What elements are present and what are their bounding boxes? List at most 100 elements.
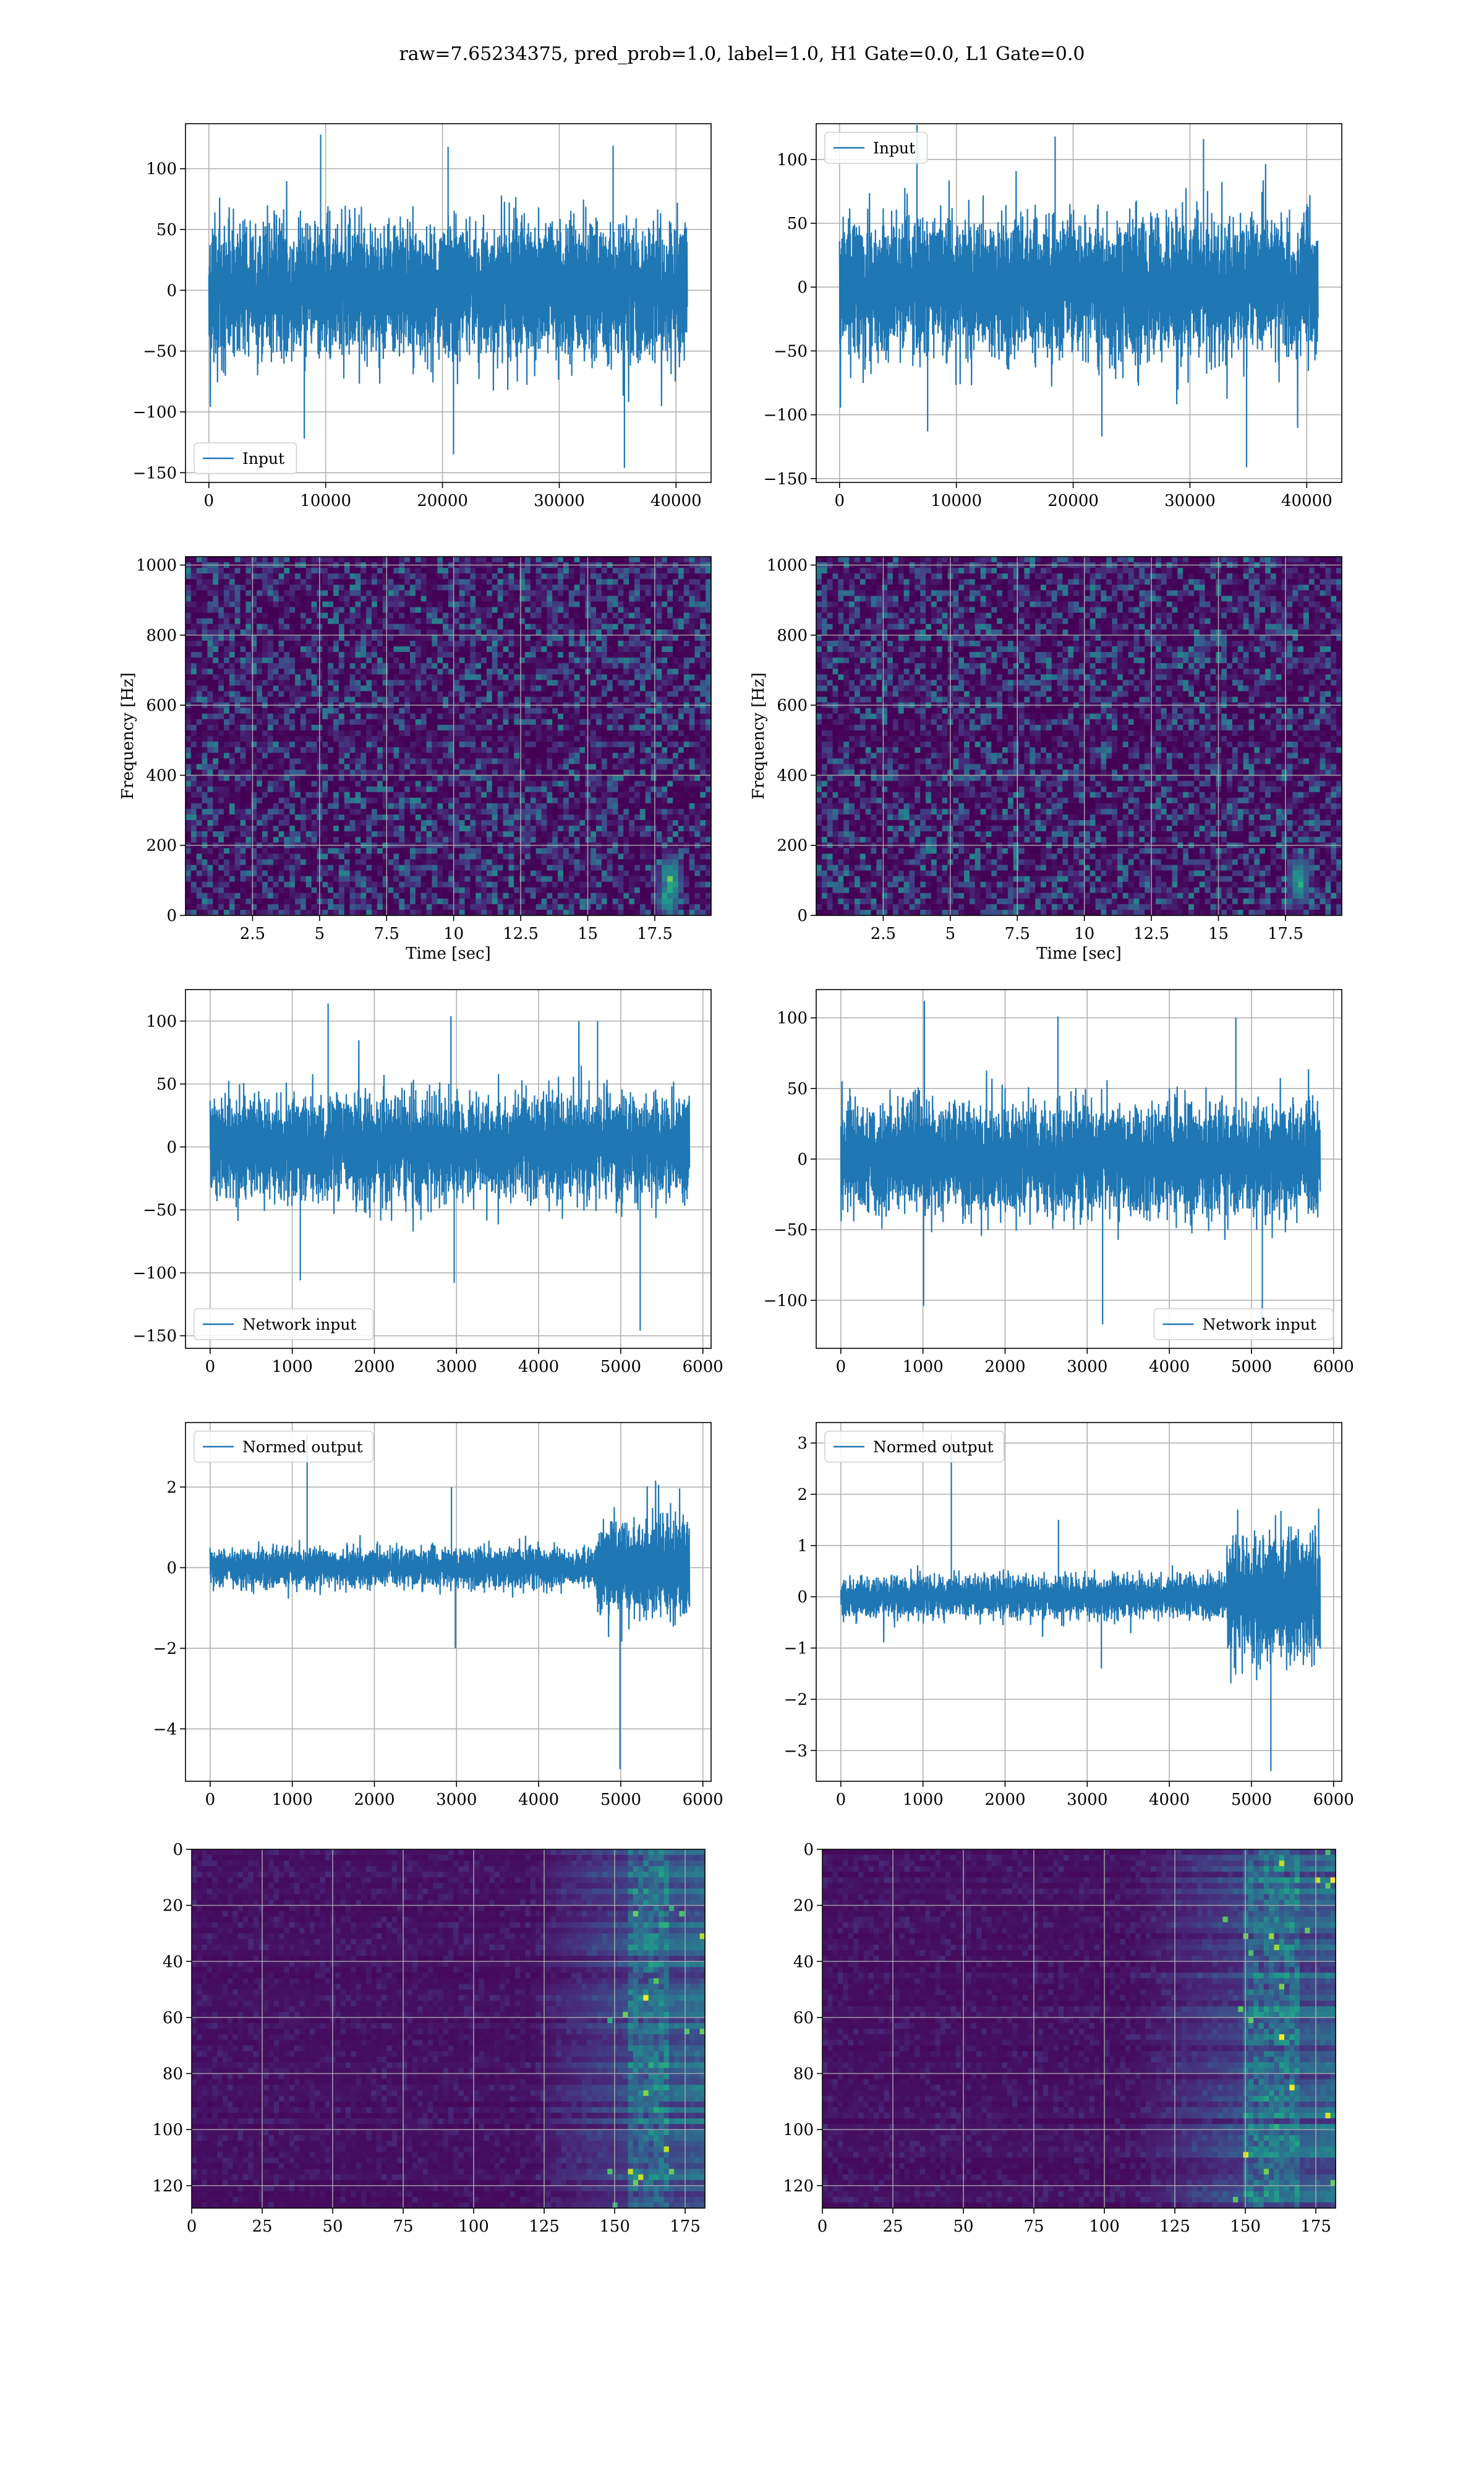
y-tick-label: −100 [764, 406, 808, 425]
heatmap-cell [530, 691, 537, 698]
heatmap-cell [338, 652, 345, 658]
heatmap-cell [591, 904, 597, 910]
heatmap-cell [190, 640, 197, 647]
heatmap-cell [574, 696, 581, 703]
heatmap-cell [552, 618, 558, 625]
heatmap-cell [338, 803, 345, 810]
heatmap-cell [382, 747, 389, 753]
heatmap-cell [344, 786, 351, 793]
heatmap-cell [344, 590, 351, 597]
heatmap-cell [415, 747, 422, 753]
heatmap-cell [344, 623, 351, 630]
heatmap-cell [344, 674, 351, 680]
heatmap-cell [218, 685, 224, 692]
heatmap-cell [207, 870, 213, 877]
heatmap-cell [486, 724, 493, 731]
heatmap-cell [382, 808, 389, 815]
heatmap-cell [322, 898, 328, 905]
heatmap-cell [558, 764, 564, 770]
heatmap-cell [234, 769, 241, 776]
heatmap-cell [563, 764, 569, 770]
heatmap-cell [223, 607, 230, 614]
heatmap-cell [470, 854, 476, 860]
heatmap-cell [388, 685, 394, 692]
heatmap-cell [344, 635, 351, 641]
heatmap-cell [579, 803, 586, 810]
heatmap-cell [514, 601, 520, 608]
heatmap-cell [196, 719, 203, 726]
heatmap-cell [229, 708, 236, 714]
heatmap-cell [300, 680, 307, 687]
heatmap-cell [475, 646, 482, 653]
heatmap-cell [305, 747, 312, 753]
heatmap-cell [475, 736, 482, 742]
heatmap-cell [223, 803, 230, 810]
heatmap-cell [360, 674, 367, 680]
heatmap-cell [202, 596, 208, 602]
heatmap-cell [186, 904, 192, 910]
heatmap-cell [530, 596, 537, 602]
heatmap-cell [535, 826, 542, 832]
heatmap-cell [508, 870, 514, 877]
heatmap-cell [443, 601, 449, 608]
heatmap-cell [404, 708, 411, 714]
heatmap-cell [558, 590, 564, 597]
heatmap-cell [196, 758, 203, 764]
heatmap-cell [563, 797, 569, 804]
heatmap-cell [311, 803, 318, 810]
heatmap-cell [459, 736, 466, 742]
heatmap-cell [470, 596, 476, 602]
heatmap-cell [426, 887, 433, 894]
heatmap-cell [328, 876, 334, 883]
heatmap-cell [475, 579, 482, 585]
heatmap-cell [360, 775, 367, 782]
heatmap-cell [186, 618, 192, 625]
heatmap-cell [190, 854, 197, 860]
heatmap-cell [257, 635, 263, 641]
heatmap-cell [443, 696, 449, 703]
heatmap-cell [202, 775, 208, 782]
heatmap-cell [284, 736, 290, 742]
heatmap-cell [558, 573, 564, 580]
heatmap-cell [393, 831, 399, 837]
heatmap-cell [437, 635, 443, 641]
heatmap-cell [459, 848, 466, 854]
heatmap-cell [229, 652, 236, 658]
heatmap-cell [464, 629, 471, 636]
heatmap-cell [448, 848, 454, 854]
heatmap-cell [443, 618, 449, 625]
heatmap-cell [234, 708, 241, 714]
heatmap-cell [410, 769, 416, 776]
heatmap-cell [328, 786, 334, 793]
heatmap-cell [240, 708, 246, 714]
heatmap-cell [251, 742, 257, 748]
heatmap-cell [475, 753, 482, 759]
heatmap-cell [601, 635, 608, 641]
heatmap-cell [366, 892, 372, 899]
heatmap-cell [596, 708, 602, 714]
heatmap-cell [486, 596, 493, 602]
heatmap-cell [563, 590, 569, 597]
heatmap-cell [202, 854, 208, 860]
heatmap-cell [213, 557, 219, 563]
heatmap-cell [213, 663, 219, 669]
heatmap-cell [186, 730, 192, 737]
heatmap-cell [234, 623, 241, 630]
heatmap-cell [240, 747, 246, 753]
heatmap-cell [552, 909, 558, 916]
heatmap-cell [207, 596, 213, 602]
heatmap-cell [207, 848, 213, 854]
heatmap-cell [186, 881, 192, 888]
heatmap-cell [289, 786, 296, 793]
heatmap-cell [459, 713, 466, 720]
heatmap-cell [333, 803, 339, 810]
heatmap-cell [202, 680, 208, 687]
heatmap-cell [382, 596, 389, 602]
heatmap-cell [519, 764, 526, 770]
heatmap-cell [186, 870, 192, 877]
heatmap-cell [535, 669, 542, 675]
heatmap-cell [453, 859, 460, 866]
heatmap-cell [563, 691, 569, 698]
heatmap-cell [372, 803, 378, 810]
heatmap-cell [344, 742, 351, 748]
